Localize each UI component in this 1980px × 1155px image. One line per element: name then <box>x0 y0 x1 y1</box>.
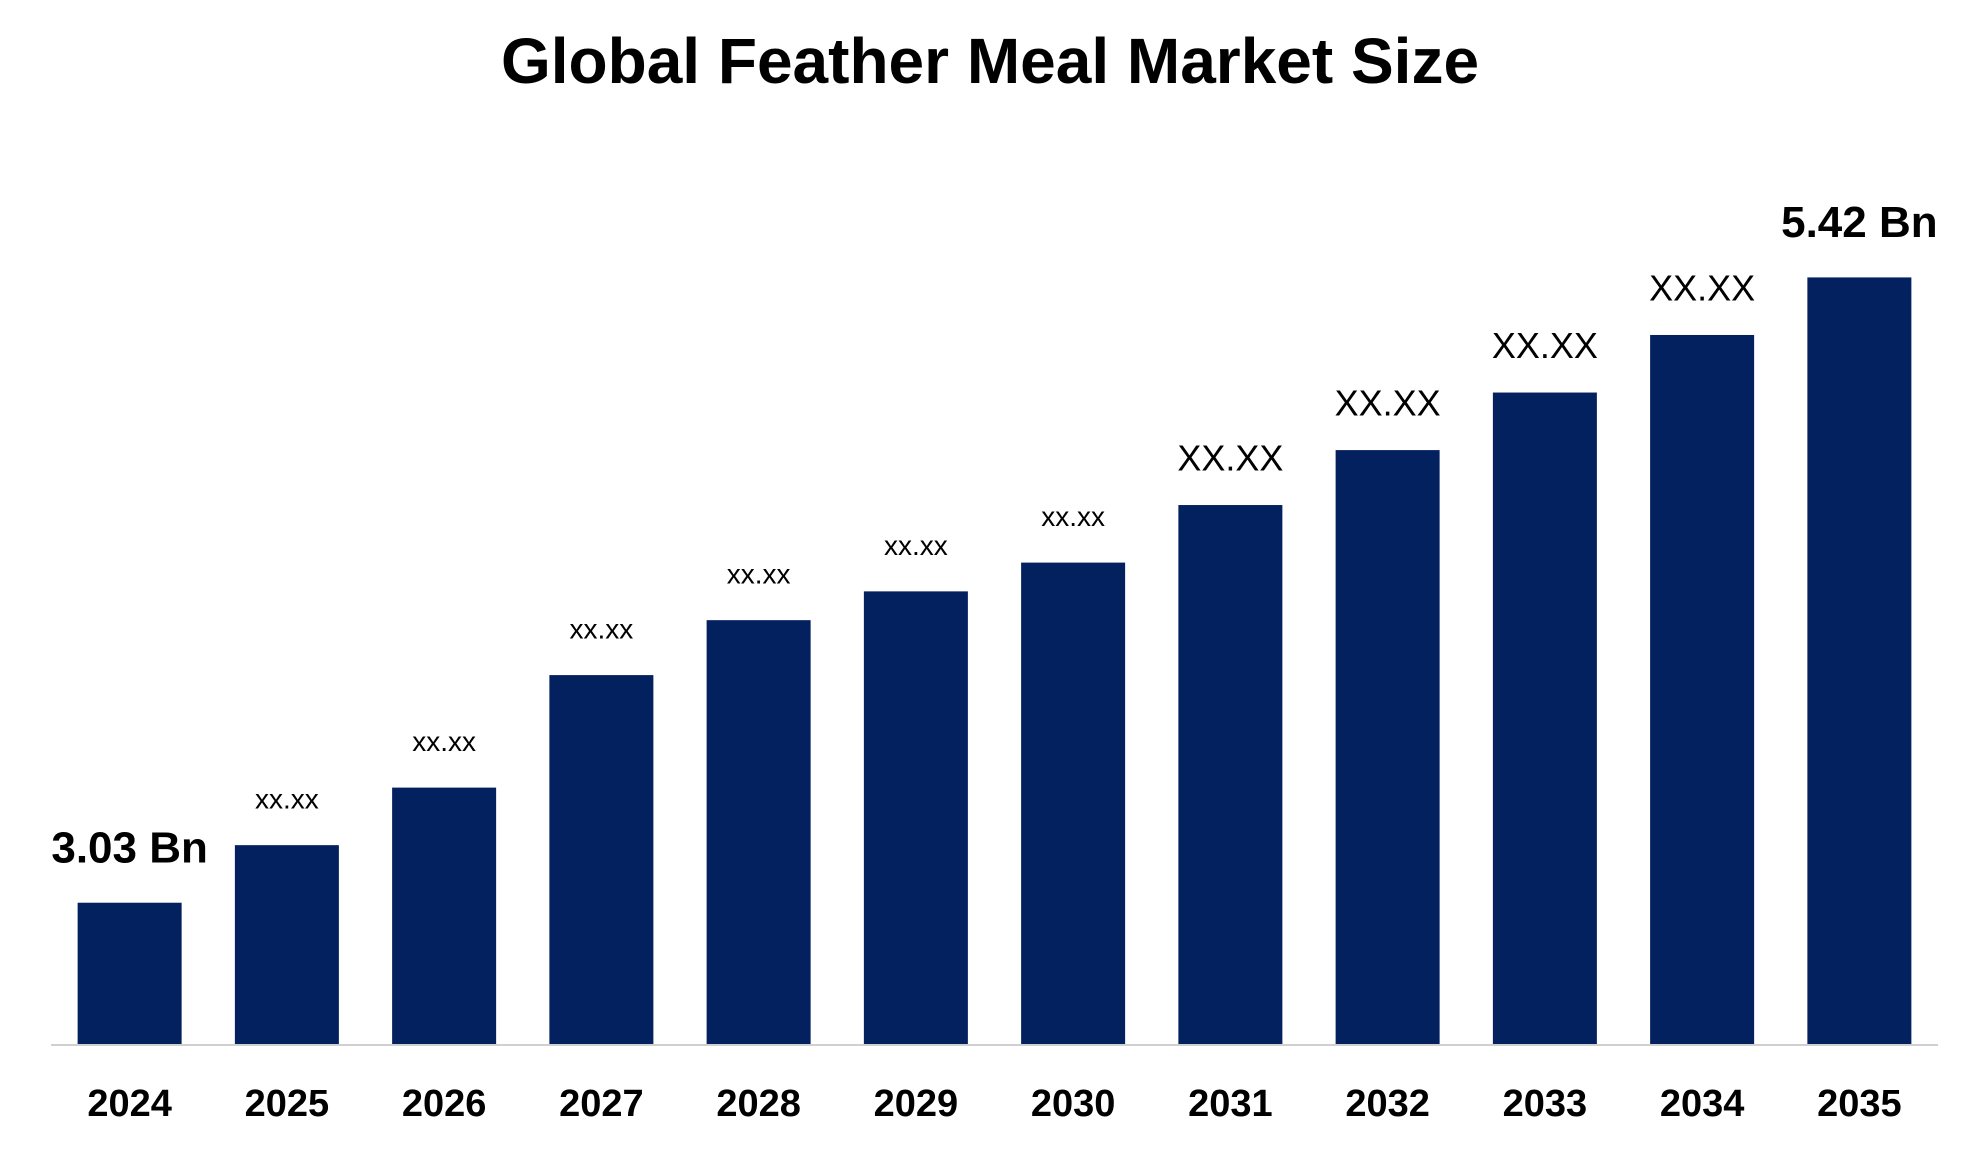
x-tick-label: 2028 <box>716 1083 801 1125</box>
bar <box>1178 505 1283 1044</box>
bar <box>1021 562 1126 1044</box>
value-label: xx.xx <box>1041 501 1105 532</box>
chart-title: Global Feather Meal Market Size <box>501 25 1479 97</box>
bar <box>549 675 654 1044</box>
bar <box>1492 392 1597 1045</box>
bar <box>1807 277 1912 1045</box>
value-label: XX.XX <box>1649 267 1755 308</box>
x-tick-label: 2031 <box>1188 1083 1273 1125</box>
bar <box>863 591 968 1044</box>
bar <box>234 845 339 1044</box>
bar <box>706 620 811 1044</box>
value-label: xx.xx <box>255 784 319 815</box>
bar <box>392 787 497 1044</box>
value-label: XX.XX <box>1492 325 1598 366</box>
x-tick-label: 2029 <box>874 1083 959 1125</box>
x-tick-label: 2026 <box>402 1083 487 1125</box>
bar <box>1335 450 1440 1044</box>
x-tick-label: 2030 <box>1031 1083 1116 1125</box>
bar <box>1650 334 1755 1044</box>
value-label: XX.XX <box>1335 383 1441 424</box>
x-tick-label: 2032 <box>1345 1083 1430 1125</box>
value-label: 5.42 Bn <box>1781 198 1938 247</box>
value-label: XX.XX <box>1177 438 1283 479</box>
x-tick-label: 2024 <box>87 1083 172 1125</box>
value-label: xx.xx <box>412 726 476 757</box>
value-label: 3.03 Bn <box>51 823 208 872</box>
bar <box>77 902 182 1044</box>
x-tick-label: 2034 <box>1660 1083 1745 1125</box>
value-label: xx.xx <box>727 559 791 590</box>
x-tick-label: 2027 <box>559 1083 644 1125</box>
x-tick-label: 2033 <box>1503 1083 1588 1125</box>
value-label: xx.xx <box>884 530 948 561</box>
value-label: xx.xx <box>569 613 633 644</box>
x-tick-label: 2035 <box>1817 1083 1902 1125</box>
x-tick-label: 2025 <box>245 1083 330 1125</box>
